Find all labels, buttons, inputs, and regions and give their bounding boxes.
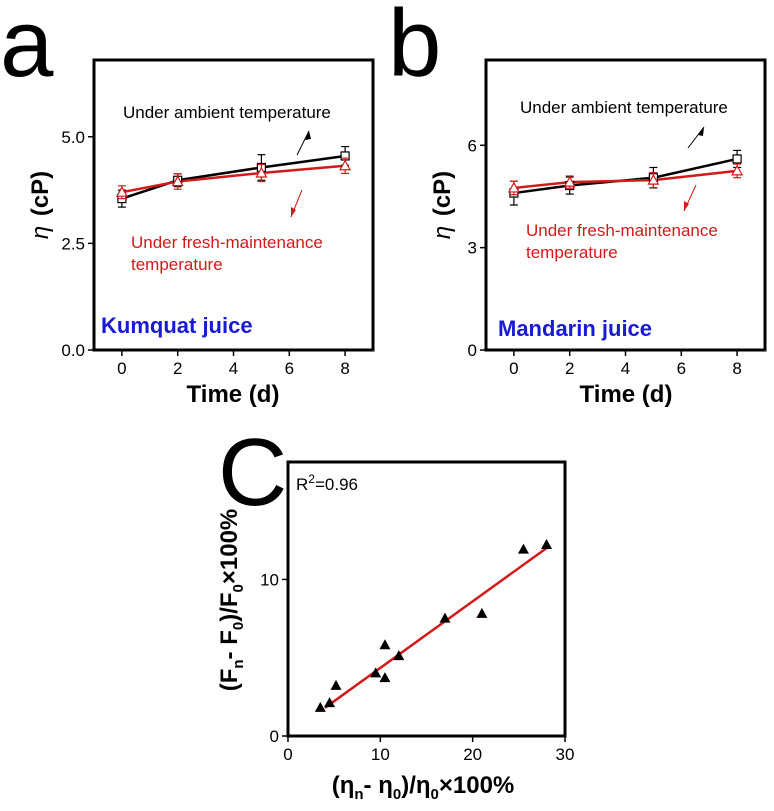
x-tick-label: 8 bbox=[732, 359, 741, 378]
data-point-triangle bbox=[393, 650, 405, 661]
svg-text:η (cP): η (cP) bbox=[429, 171, 456, 239]
series-lines bbox=[121, 154, 346, 200]
chart-panel-a: 0 2 4 6 8 0.0 2.5 5.0 Under ambient temperatur… bbox=[27, 58, 375, 408]
x-tick-label: 10 bbox=[371, 745, 390, 764]
fit-line-group bbox=[324, 547, 548, 709]
x-ticks: 0 10 20 30 bbox=[283, 736, 574, 764]
panel-letter-a: a bbox=[0, 0, 54, 97]
y-ticks: 0 3 6 bbox=[468, 136, 486, 360]
y-axis-title: η (cP) bbox=[429, 171, 456, 239]
data-point-triangle bbox=[324, 697, 336, 708]
y-ticks: 0 10 bbox=[260, 570, 288, 746]
x-title-part: (η bbox=[332, 772, 355, 799]
x-axis-title: Time (d) bbox=[187, 381, 280, 408]
y-tick-label: 0 bbox=[270, 727, 279, 746]
y-tick-label: 0.0 bbox=[61, 341, 85, 360]
series-marks bbox=[115, 145, 352, 208]
data-point-triangle bbox=[563, 175, 576, 187]
fresh-label-line2: temperature bbox=[526, 243, 618, 262]
data-point-triangle bbox=[339, 159, 352, 171]
series-line-fresh bbox=[121, 164, 346, 194]
svg-text:(Fn- F0)/F0×100%: (Fn- F0)/F0×100% bbox=[216, 509, 247, 692]
data-point-triangle bbox=[379, 639, 391, 650]
scatter-points bbox=[314, 538, 553, 712]
y-tick-label: 10 bbox=[260, 570, 279, 589]
x-tick-label: 2 bbox=[173, 359, 182, 378]
x-axis-title: (ηn- η0)/η0×100% bbox=[332, 772, 515, 803]
x-tick-label: 0 bbox=[509, 359, 518, 378]
series-line-ambient bbox=[513, 157, 738, 195]
y-axis-title: η (cP) bbox=[27, 171, 54, 239]
x-ticks: 0 2 4 6 8 bbox=[509, 350, 742, 378]
y-tick-label: 5.0 bbox=[61, 128, 85, 147]
x-tick-label: 0 bbox=[283, 745, 292, 764]
y-tick-label: 0 bbox=[468, 341, 477, 360]
data-point-triangle bbox=[370, 667, 382, 678]
fresh-arrow bbox=[290, 189, 303, 218]
data-point-triangle bbox=[517, 543, 529, 554]
panel-letter-c: C bbox=[218, 419, 287, 526]
x-tick-label: 6 bbox=[285, 359, 294, 378]
y-axis-unit: (cP) bbox=[429, 171, 456, 216]
x-tick-label: 0 bbox=[117, 359, 126, 378]
ambient-label: Under ambient temperature bbox=[123, 103, 331, 122]
data-point-triangle bbox=[379, 672, 391, 683]
juice-label: Mandarin juice bbox=[498, 316, 652, 341]
x-tick-label: 20 bbox=[463, 745, 482, 764]
series-marks bbox=[507, 149, 744, 206]
x-axis-title: Time (d) bbox=[580, 381, 673, 408]
fresh-arrow bbox=[683, 184, 697, 212]
x-tick-label: 8 bbox=[340, 359, 349, 378]
chart-panel-b: 0 2 4 6 8 0 3 6 Under ambient temperature Unde… bbox=[429, 58, 767, 408]
y-axis-unit: (cP) bbox=[27, 171, 54, 216]
series-line-ambient bbox=[121, 154, 346, 200]
data-point-triangle bbox=[476, 607, 488, 618]
x-tick-label: 2 bbox=[565, 359, 574, 378]
data-point-triangle bbox=[330, 679, 342, 690]
data-point-triangle bbox=[314, 701, 326, 712]
x-tick-label: 6 bbox=[677, 359, 686, 378]
data-point-triangle bbox=[255, 166, 268, 178]
x-tick-label: 30 bbox=[556, 745, 575, 764]
ambient-label: Under ambient temperature bbox=[520, 98, 728, 117]
plot-frame bbox=[286, 460, 567, 738]
x-tick-label: 4 bbox=[229, 359, 238, 378]
data-point-triangle bbox=[541, 538, 553, 549]
ambient-arrow bbox=[296, 130, 311, 156]
fresh-label-line1: Under fresh-maintenance bbox=[526, 221, 718, 240]
juice-label: Kumquat juice bbox=[101, 313, 253, 338]
fresh-label-line1: Under fresh-maintenance bbox=[131, 233, 323, 252]
series-line-fresh bbox=[513, 169, 738, 190]
y-axis-symbol: η bbox=[429, 226, 456, 239]
panel-letter-b: b bbox=[388, 0, 441, 97]
y-axis-symbol: η bbox=[27, 226, 54, 239]
r-squared-label: R2=0.96 bbox=[296, 472, 358, 494]
x-ticks: 0 2 4 6 8 bbox=[117, 350, 350, 378]
y-tick-label: 6 bbox=[468, 136, 477, 155]
ambient-arrow bbox=[687, 126, 705, 149]
y-ticks: 0.0 2.5 5.0 bbox=[61, 128, 94, 360]
y-tick-label: 3 bbox=[468, 239, 477, 258]
y-tick-label: 2.5 bbox=[61, 234, 85, 253]
svg-text:η (cP): η (cP) bbox=[27, 171, 54, 239]
data-point-triangle bbox=[171, 175, 184, 187]
fit-line bbox=[324, 547, 548, 709]
data-point-triangle bbox=[507, 181, 520, 193]
chart-panel-c: 0 10 20 30 0 10 R2=0.96 (ηn- η0)/η0×100% (Fn… bbox=[216, 460, 574, 803]
data-point-square bbox=[732, 154, 742, 164]
y-axis-title: (Fn- F0)/F0×100% bbox=[216, 509, 247, 692]
x-tick-label: 4 bbox=[621, 359, 630, 378]
fresh-label-line2: temperature bbox=[131, 255, 223, 274]
data-point-triangle bbox=[115, 185, 128, 197]
data-point-triangle bbox=[731, 164, 744, 176]
data-point-triangle bbox=[647, 173, 660, 185]
data-point-triangle bbox=[439, 612, 451, 623]
series-lines bbox=[513, 157, 738, 195]
